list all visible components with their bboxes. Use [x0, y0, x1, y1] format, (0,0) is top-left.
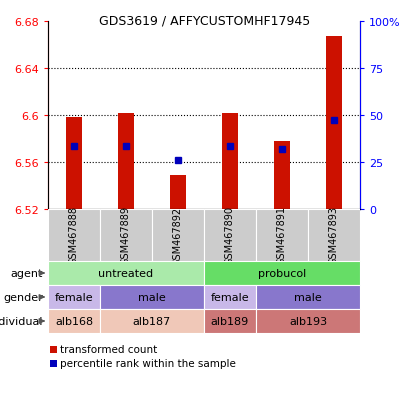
- Text: female: female: [54, 292, 93, 302]
- Text: alb193: alb193: [288, 316, 326, 326]
- Bar: [222, 114, 237, 209]
- Text: GSM467892: GSM467892: [173, 206, 182, 265]
- Bar: [204, 209, 255, 261]
- Bar: [255, 209, 307, 261]
- Bar: [204, 285, 255, 309]
- Text: male: male: [293, 292, 321, 302]
- Text: alb168: alb168: [55, 316, 93, 326]
- Bar: [255, 309, 359, 333]
- Bar: [100, 285, 204, 309]
- Text: gender: gender: [3, 292, 43, 302]
- Bar: [50, 346, 57, 353]
- Bar: [204, 309, 255, 333]
- Text: GDS3619 / AFFYCUSTOMHF17945: GDS3619 / AFFYCUSTOMHF17945: [99, 14, 310, 27]
- Bar: [204, 261, 359, 285]
- Bar: [152, 209, 204, 261]
- Bar: [66, 118, 82, 209]
- Text: individual: individual: [0, 316, 43, 326]
- Bar: [48, 285, 100, 309]
- Text: GSM467889: GSM467889: [121, 206, 131, 265]
- Bar: [307, 209, 359, 261]
- Text: female: female: [210, 292, 249, 302]
- Text: GSM467888: GSM467888: [69, 206, 79, 265]
- Bar: [50, 360, 57, 367]
- Text: probucol: probucol: [257, 268, 306, 278]
- Bar: [326, 37, 341, 209]
- Text: GSM467891: GSM467891: [276, 206, 286, 265]
- Text: untreated: untreated: [98, 268, 153, 278]
- Bar: [100, 209, 152, 261]
- Text: agent: agent: [11, 268, 43, 278]
- Bar: [48, 261, 204, 285]
- Bar: [274, 142, 289, 209]
- Text: male: male: [138, 292, 166, 302]
- Text: transformed count: transformed count: [60, 344, 157, 354]
- Bar: [170, 176, 185, 209]
- Text: percentile rank within the sample: percentile rank within the sample: [60, 358, 235, 368]
- Bar: [255, 285, 359, 309]
- Bar: [100, 309, 204, 333]
- Bar: [48, 309, 100, 333]
- Text: GSM467890: GSM467890: [225, 206, 234, 265]
- Text: alb189: alb189: [210, 316, 249, 326]
- Text: alb187: alb187: [133, 316, 171, 326]
- Bar: [48, 209, 100, 261]
- Text: GSM467893: GSM467893: [328, 206, 338, 265]
- Bar: [118, 114, 133, 209]
